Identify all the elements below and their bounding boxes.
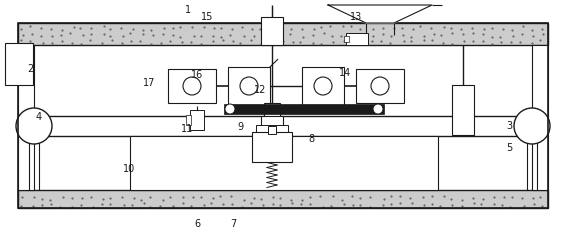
Bar [186, 115, 191, 125]
Text: 17: 17 [143, 78, 155, 88]
Bar [178, 80, 192, 92]
Bar [5, 43, 33, 85]
Bar [261, 116, 283, 128]
Text: 5: 5 [507, 143, 513, 153]
Circle shape [314, 77, 332, 95]
Text: 12: 12 [254, 85, 266, 95]
Text: 15: 15 [201, 13, 213, 22]
Bar [252, 132, 292, 162]
Bar [256, 125, 288, 133]
Text: 8: 8 [308, 134, 315, 144]
Bar [356, 69, 404, 103]
Text: 1: 1 [186, 6, 191, 15]
Bar [452, 85, 474, 135]
Circle shape [371, 77, 389, 95]
Text: 7: 7 [230, 219, 237, 229]
Bar [18, 190, 548, 208]
Bar [264, 103, 280, 118]
Circle shape [240, 77, 258, 95]
Circle shape [514, 108, 550, 144]
Bar [228, 67, 270, 105]
Text: 4: 4 [35, 112, 41, 121]
Bar [532, 45, 548, 190]
Bar [344, 36, 349, 42]
Bar [268, 126, 276, 134]
Bar [18, 23, 548, 45]
Bar [224, 104, 384, 114]
Polygon shape [328, 5, 432, 23]
Bar [302, 67, 344, 105]
Text: 16: 16 [191, 70, 204, 79]
Circle shape [183, 77, 201, 95]
Text: 13: 13 [350, 13, 362, 22]
Text: 3: 3 [507, 121, 513, 131]
Text: 14: 14 [338, 69, 351, 78]
Circle shape [225, 104, 235, 114]
Bar [346, 33, 368, 45]
Bar [130, 136, 438, 190]
Bar [18, 23, 548, 208]
Bar [382, 80, 396, 92]
Bar [168, 69, 216, 103]
Text: 10: 10 [123, 164, 136, 174]
Text: 2: 2 [27, 64, 33, 74]
Bar [18, 45, 34, 190]
Bar [261, 17, 283, 45]
Text: 9: 9 [237, 122, 243, 132]
Bar [190, 110, 204, 130]
Text: 6: 6 [194, 219, 200, 229]
Circle shape [373, 104, 383, 114]
Circle shape [16, 108, 52, 144]
Text: 11: 11 [181, 124, 194, 134]
